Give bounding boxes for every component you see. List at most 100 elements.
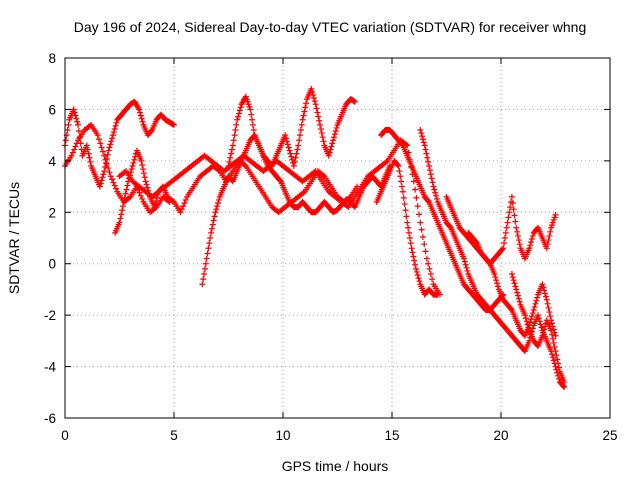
data-point: [412, 265, 419, 272]
data-point: [171, 121, 177, 128]
data-point: [501, 235, 508, 241]
data-point: [432, 189, 439, 196]
data-point: [110, 179, 117, 186]
data-point: [74, 118, 81, 125]
data-point: [394, 161, 401, 168]
data-point: [418, 130, 425, 137]
data-point: [201, 265, 208, 272]
data-point: [98, 144, 105, 151]
data-point: [536, 318, 543, 325]
data-point: [511, 212, 518, 219]
data-point: [541, 287, 548, 294]
data-point: [310, 92, 317, 99]
data-point: [408, 245, 415, 252]
data-point: [399, 141, 406, 148]
data-point: [109, 135, 116, 142]
data-point: [344, 203, 351, 210]
data-point: [529, 325, 536, 332]
data-point: [209, 221, 216, 228]
x-axis-label: GPS time / hours: [282, 458, 389, 474]
data-point: [421, 241, 428, 248]
data-point: [72, 143, 79, 150]
data-point: [515, 295, 522, 302]
data-point: [315, 113, 322, 120]
data-point: [313, 105, 320, 112]
data-point: [105, 147, 112, 154]
data-point: [103, 155, 110, 162]
x-tick-label: 20: [493, 428, 508, 443]
data-point: [298, 121, 305, 128]
data-point: [333, 124, 340, 131]
data-point: [407, 240, 414, 247]
data-point: [421, 142, 428, 149]
data-point: [414, 203, 421, 210]
data-point: [512, 218, 519, 225]
x-tick-label: 25: [602, 428, 617, 443]
data-point: [331, 131, 338, 138]
data-point: [62, 137, 69, 144]
data-point: [138, 115, 145, 122]
data-point: [230, 137, 237, 144]
data-point: [87, 158, 94, 165]
data-point: [203, 255, 210, 262]
data-point: [400, 194, 407, 201]
data-point: [429, 276, 436, 283]
data-point: [109, 132, 116, 139]
data-point: [169, 197, 176, 204]
data-point: [413, 194, 420, 201]
data-point: [75, 121, 82, 128]
data-point: [503, 224, 510, 231]
data-point: [101, 168, 108, 175]
data-point: [424, 154, 431, 161]
data-point: [494, 280, 501, 287]
data-point: [399, 183, 406, 190]
data-point: [514, 289, 521, 296]
data-point: [427, 271, 434, 277]
data-point: [412, 261, 419, 268]
data-point: [329, 140, 336, 147]
data-point: [550, 357, 557, 364]
data-point: [208, 225, 215, 232]
data-point: [181, 200, 188, 207]
data-point: [462, 261, 469, 268]
y-tick-label: 6: [48, 102, 56, 117]
data-point: [547, 313, 554, 320]
data-point: [140, 166, 147, 173]
data-point: [549, 331, 556, 338]
data-point: [96, 183, 103, 190]
data-point: [71, 146, 78, 153]
data-point: [463, 264, 470, 271]
data-point: [426, 167, 433, 174]
data-point: [530, 307, 537, 313]
data-point: [534, 294, 541, 301]
data-point: [533, 297, 540, 304]
data-point: [550, 326, 557, 333]
data-point: [406, 229, 413, 236]
data-point: [236, 107, 243, 114]
data-point: [549, 335, 556, 342]
data-point: [460, 255, 467, 262]
data-point: [544, 241, 551, 248]
data-point: [514, 228, 521, 235]
data-point: [464, 267, 471, 274]
data-point: [153, 194, 160, 201]
data-point: [99, 174, 106, 181]
data-point: [415, 275, 422, 282]
data-point: [130, 159, 137, 166]
data-point: [446, 223, 453, 230]
data-point: [247, 106, 254, 113]
data-point: [316, 117, 323, 124]
data-point: [319, 134, 326, 141]
y-axis-label: SDTVAR / TECUs: [6, 182, 22, 294]
series-track-7: [373, 157, 441, 298]
data-point: [182, 196, 189, 203]
data-point: [425, 158, 432, 165]
data-point: [549, 351, 556, 358]
data-point: [152, 201, 159, 208]
data-point: [233, 121, 240, 128]
data-point: [403, 213, 410, 220]
data-point: [296, 137, 303, 144]
grid-lines: [65, 58, 610, 418]
data-point: [535, 312, 542, 319]
data-point: [549, 320, 556, 327]
